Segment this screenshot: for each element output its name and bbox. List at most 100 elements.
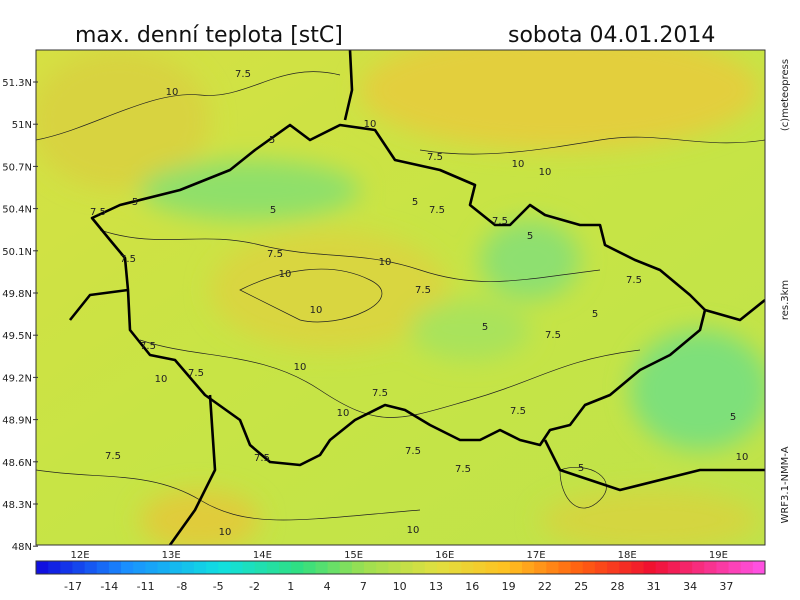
colorbar-cell (570, 561, 584, 574)
latitude-label: 50.1N (2, 247, 32, 258)
colorbar-cell (704, 561, 717, 574)
colorbar-cell (376, 561, 389, 574)
contour-label: 7.5 (455, 464, 471, 475)
contour-label: 7.5 (429, 205, 445, 216)
colorbar-cell (388, 561, 401, 574)
colorbar-tick-label: -8 (176, 580, 187, 593)
longitude-label: 18E (618, 550, 637, 561)
copyright: (c)meteopress (780, 59, 791, 131)
colorbar-cell (279, 561, 292, 574)
colorbar-tick-label: 1 (287, 580, 294, 593)
contour-label: 5 (527, 231, 533, 242)
colorbar-cell (740, 561, 754, 574)
colorbar-cell (84, 561, 98, 574)
longitude-label: 12E (70, 550, 89, 561)
colorbar-cell (206, 561, 219, 574)
colorbar-cell (449, 561, 462, 574)
contour-label: 7.5 (510, 406, 526, 417)
colorbar-cell (594, 561, 608, 574)
contour-label: 7.5 (105, 451, 121, 462)
contour-label: 7.5 (545, 330, 561, 341)
colorbar-tick-label: 31 (647, 580, 661, 593)
colorbar-cell (436, 561, 450, 574)
contour-label: 5 (578, 463, 584, 474)
contour-label: 10 (279, 269, 292, 280)
colorbar-tick-label: 22 (538, 580, 552, 593)
contour-label: 7.5 (90, 207, 106, 218)
colorbar-cell (266, 561, 280, 574)
colorbar-cell (339, 561, 353, 574)
contour-label: 5 (132, 197, 138, 208)
colorbar-cell (60, 561, 73, 574)
colorbar-tick-label: -11 (137, 580, 155, 593)
colorbar-cell (242, 561, 256, 574)
colorbar-cell (303, 561, 316, 574)
colorbar-cell (522, 561, 535, 574)
colorbar-cell (108, 561, 122, 574)
latitude-label: 49.5N (2, 331, 32, 342)
colorbar-cell (327, 561, 341, 574)
colorbar-cell (96, 561, 110, 574)
map-title: max. denní teplota [stC] (75, 23, 343, 48)
colorbar-cell (72, 561, 86, 574)
colorbar-tick-label: 13 (429, 580, 443, 593)
contour-label: 7.5 (492, 216, 508, 227)
colorbar-cell (716, 561, 730, 574)
longitude-label: 17E (526, 550, 545, 561)
colorbar-tick-label: -14 (100, 580, 118, 593)
colorbar-cell (631, 561, 644, 574)
colorbar-cell (169, 561, 183, 574)
resolution: res.3km (780, 280, 791, 320)
contour-label: 5 (270, 205, 276, 216)
colorbar-cell (400, 561, 414, 574)
latitude-label: 48N (12, 542, 32, 553)
colorbar-cell (133, 561, 146, 574)
colorbar-tick-label: -2 (249, 580, 260, 593)
map-date: sobota 04.01.2014 (508, 23, 715, 48)
contour-label: 10 (219, 527, 232, 538)
colorbar-tick-label: 19 (502, 580, 516, 593)
colorbar-cell (461, 561, 474, 574)
longitude-label: 19E (709, 550, 728, 561)
contour-label: 10 (379, 257, 392, 268)
contour-label: 5 (730, 412, 736, 423)
latitude-label: 48.6N (2, 458, 32, 469)
longitude-label: 16E (435, 550, 454, 561)
contour-label: 7.5 (235, 69, 251, 80)
contour-label: 7.5 (188, 368, 204, 379)
colorbar-cell (558, 561, 572, 574)
contour-label: 10 (364, 119, 377, 130)
model-name: WRF3.1-NMM-A (780, 446, 791, 523)
colorbar-cell (364, 561, 377, 574)
latitude-label: 48.3N (2, 500, 32, 511)
colorbar-cell (424, 561, 438, 574)
colorbar-cell (752, 561, 766, 574)
contour-label: 10 (539, 167, 552, 178)
colorbar-cell (546, 561, 559, 574)
contour-label: 10 (294, 362, 307, 373)
colorbar-cell (485, 561, 499, 574)
contour-label: 7.5 (372, 388, 388, 399)
longitude-label: 14E (253, 550, 272, 561)
contour-label: 7.5 (415, 285, 431, 296)
colorbar-cell (679, 561, 693, 574)
latitude-label: 51N (12, 120, 32, 131)
colorbar-tick-label: -17 (64, 580, 82, 593)
contour-label: 5 (412, 197, 418, 208)
contour-label: 5 (592, 309, 598, 320)
colorbar-cell (121, 561, 134, 574)
colorbar-cell (351, 561, 365, 574)
colorbar-cell (36, 561, 49, 574)
colorbar-cell (254, 561, 268, 574)
latitude-label: 51.3N (2, 78, 32, 89)
colorbar-cell (291, 561, 304, 574)
colorbar-tick-label: 10 (393, 580, 407, 593)
contour-label: 7.5 (120, 254, 136, 265)
colorbar-cell (48, 561, 61, 574)
colorbar-cell (692, 561, 705, 574)
contour-label: 5 (269, 135, 275, 146)
colorbar-tick-label: 4 (324, 580, 331, 593)
colorbar-cell (193, 561, 207, 574)
colorbar-tick-label: 16 (465, 580, 479, 593)
